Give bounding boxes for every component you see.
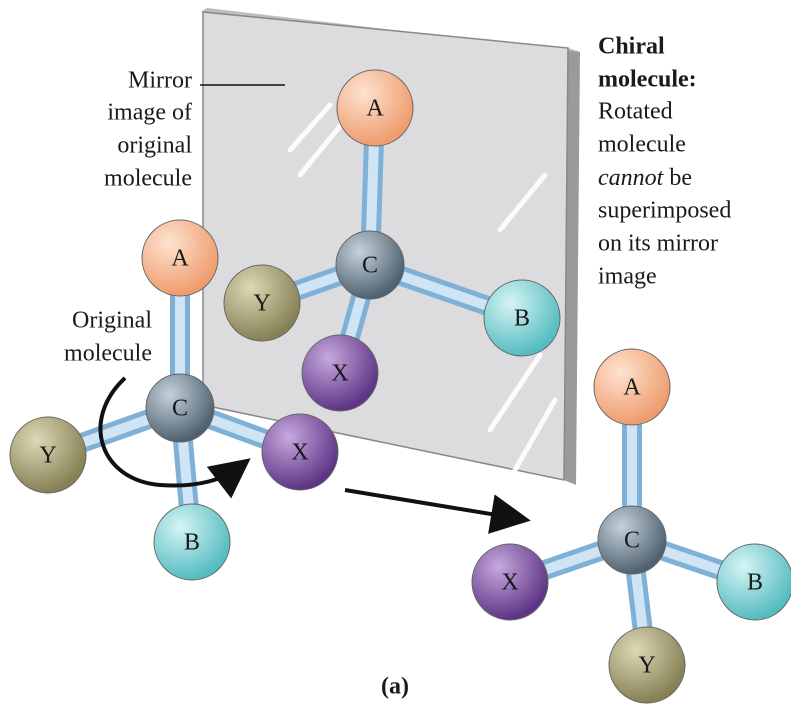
- atom: [153, 503, 231, 581]
- atom: [483, 279, 561, 357]
- atom-label: X: [501, 570, 518, 596]
- atom-label: A: [623, 375, 641, 401]
- atom: [336, 69, 414, 147]
- atom-label: C: [172, 396, 188, 422]
- molecule: A Y B X C: [223, 69, 561, 412]
- atom-label: B: [184, 530, 200, 556]
- atom: [261, 413, 339, 491]
- caption-line: Mirror: [128, 68, 192, 94]
- molecule: A X B Y C: [471, 348, 791, 704]
- atom-label: X: [291, 440, 308, 466]
- rotation-arrow: [98, 376, 251, 499]
- caption-text: be: [669, 165, 692, 191]
- molecules: A Y B X C A Y B X C A X B Y C: [9, 69, 791, 704]
- atom: [223, 264, 301, 342]
- caption-heading: Chiral: [598, 34, 665, 60]
- caption-line: Rotated: [598, 99, 673, 125]
- caption-line: image: [598, 264, 657, 290]
- atom: [597, 505, 667, 575]
- caption-line: cannot be: [598, 165, 692, 191]
- caption-line: Original: [72, 308, 152, 334]
- atom: [471, 543, 549, 621]
- panel-label: (a): [381, 674, 409, 700]
- atom: [593, 348, 671, 426]
- atom: [608, 626, 686, 704]
- caption-line: molecule: [598, 132, 686, 158]
- mirror-caption: Mirror image of original molecule: [104, 68, 192, 192]
- atom-label: Y: [638, 653, 655, 679]
- caption-line: image of: [107, 100, 192, 126]
- caption-line: original: [117, 133, 192, 159]
- atom-label: C: [624, 528, 640, 554]
- atom-label: Y: [253, 291, 270, 317]
- chiral-caption: Chiral molecule: Rotated molecule cannot…: [598, 34, 731, 290]
- atom: [716, 543, 791, 621]
- emphasis: cannot: [598, 165, 665, 191]
- atom: [141, 219, 219, 297]
- atom: [9, 416, 87, 494]
- original-caption: Original molecule: [64, 308, 152, 367]
- molecule: A Y B X C: [9, 219, 339, 581]
- atom-label: A: [171, 246, 189, 272]
- atom-label: C: [362, 253, 378, 279]
- caption-line: superimposed: [598, 198, 731, 224]
- caption-line: molecule: [104, 166, 192, 192]
- caption-line: on its mirror: [598, 231, 718, 257]
- atom-label: X: [331, 361, 348, 387]
- atom: [335, 230, 405, 300]
- transform-arrow: [344, 488, 531, 534]
- atom: [301, 334, 379, 412]
- atom-label: Y: [39, 443, 56, 469]
- atom: [145, 373, 215, 443]
- caption-line: molecule: [64, 341, 152, 367]
- atom-label: B: [514, 306, 530, 332]
- caption-heading: molecule:: [598, 67, 697, 93]
- atom-label: B: [747, 570, 763, 596]
- atom-label: A: [366, 96, 384, 122]
